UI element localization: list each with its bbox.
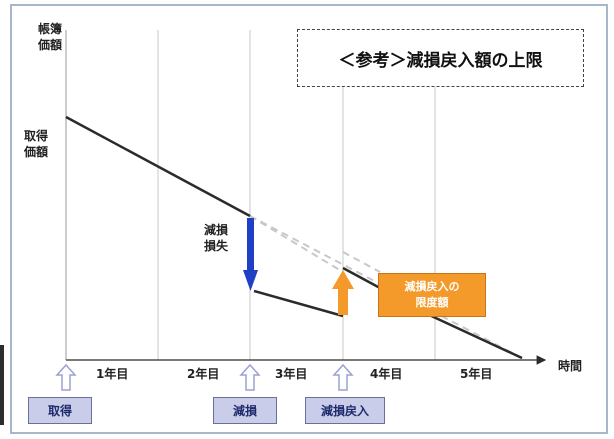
book-value-line bbox=[253, 289, 344, 318]
year-label: 2年目 bbox=[187, 367, 220, 381]
limit-line bbox=[342, 251, 381, 273]
year-label: 5年目 bbox=[460, 367, 493, 381]
event-box-impairment: 減損 bbox=[213, 397, 277, 424]
diagram-title: ＜参考＞減損戻入額の上限 bbox=[297, 29, 584, 87]
impairment-loss-label: 減損 損失 bbox=[204, 223, 229, 253]
y-axis-label: 帳簿 価額 bbox=[38, 22, 63, 52]
year-label: 1年目 bbox=[96, 367, 129, 381]
year-label: 3年目 bbox=[275, 367, 308, 381]
reversal-limit-label-line2: 限度額 bbox=[415, 296, 449, 309]
event-arrow bbox=[55, 363, 77, 391]
limit-line bbox=[249, 215, 523, 359]
reversal-limit-label-line1: 減損戻入の bbox=[404, 280, 460, 293]
reversal-arrow-shaft bbox=[338, 287, 348, 315]
left-edge-marker bbox=[0, 345, 4, 425]
event-arrow bbox=[332, 363, 354, 391]
x-axis-label: 時間 bbox=[558, 359, 583, 373]
event-arrow bbox=[239, 363, 261, 391]
impairment-loss-arrow-shaft bbox=[247, 218, 254, 272]
reversal-arrow-head bbox=[332, 270, 354, 289]
event-box-acquisition: 取得 bbox=[28, 397, 92, 424]
year-label: 4年目 bbox=[370, 367, 403, 381]
acquisition-value-label: 取得 価額 bbox=[24, 129, 49, 159]
book-value-line bbox=[65, 115, 251, 218]
event-box-reversal: 減損戻入 bbox=[305, 397, 385, 424]
book-value-line bbox=[342, 266, 381, 290]
reversal-limit-box: 減損戻入の 限度額 bbox=[378, 273, 486, 317]
limit-line bbox=[249, 215, 344, 273]
impairment-loss-arrow-head bbox=[243, 270, 258, 291]
